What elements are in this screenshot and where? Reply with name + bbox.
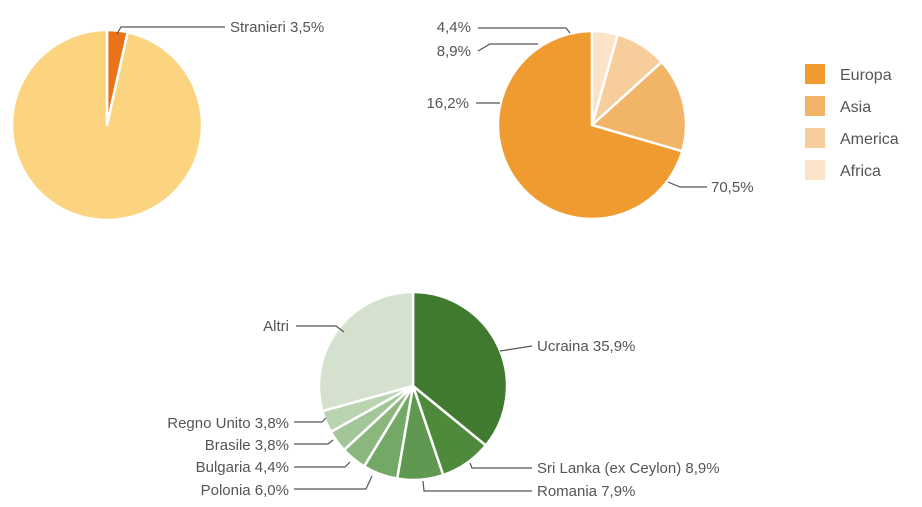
leader-europa (667, 181, 707, 188)
leader-sri-lanka (469, 462, 532, 469)
leader-romania (422, 480, 532, 492)
slice-label-regno-unito: Regno Unito 3,8% (167, 415, 289, 432)
leader-brasile (294, 439, 334, 445)
leader-altri (296, 325, 345, 333)
slice-label-sri-lanka: Sri Lanka (ex Ceylon) 8,9% (537, 460, 720, 477)
legend-swatch-asia (805, 96, 825, 116)
pie-chart-continents (476, 27, 707, 221)
slice-label-bulgaria: Bulgaria 4,4% (196, 459, 289, 476)
leader-regno-unito (294, 417, 327, 423)
slice-label-europa: 70,5% (711, 179, 754, 196)
legend-swatch-africa (805, 160, 825, 180)
leader-polonia (294, 475, 373, 490)
slice-label-altri: Altri (263, 318, 289, 335)
legend-label-america: America (840, 131, 899, 148)
slice-label-asia: 16,2% (426, 95, 469, 112)
legend-label-africa: Africa (840, 163, 881, 180)
leader-ucraina (499, 345, 533, 352)
legend-label-europa: Europa (840, 67, 892, 84)
slice-label-polonia: Polonia 6,0% (201, 482, 289, 499)
slice-label-america: 8,9% (437, 43, 471, 60)
leader-africa (478, 27, 571, 34)
pie2-slice-asia (590, 60, 688, 153)
leader-bulgaria (294, 461, 351, 468)
leader-america (477, 43, 538, 52)
legend-continents (805, 64, 825, 180)
pie2-slice-europa (496, 29, 684, 221)
pie-chart-countries (294, 290, 533, 492)
pie-chart-share-foreigners (10, 26, 225, 222)
leader-stranieri (116, 26, 225, 35)
legend-swatch-america (805, 128, 825, 148)
slice-label-ucraina: Ucraina 35,9% (537, 338, 635, 355)
pie1-slice-rest (10, 28, 204, 222)
slice-label-stranieri: Stranieri 3,5% (230, 19, 324, 36)
slice-label-brasile: Brasile 3,8% (205, 437, 289, 454)
slice-label-africa: 4,4% (437, 19, 471, 36)
pie3-slice-altri (317, 290, 415, 413)
pie3-slice-ucraina (411, 290, 509, 447)
pie2-slice-africa (590, 29, 619, 127)
legend-swatch-europa (805, 64, 825, 84)
slice-label-romania: Romania 7,9% (537, 483, 635, 500)
legend-label-asia: Asia (840, 99, 871, 116)
